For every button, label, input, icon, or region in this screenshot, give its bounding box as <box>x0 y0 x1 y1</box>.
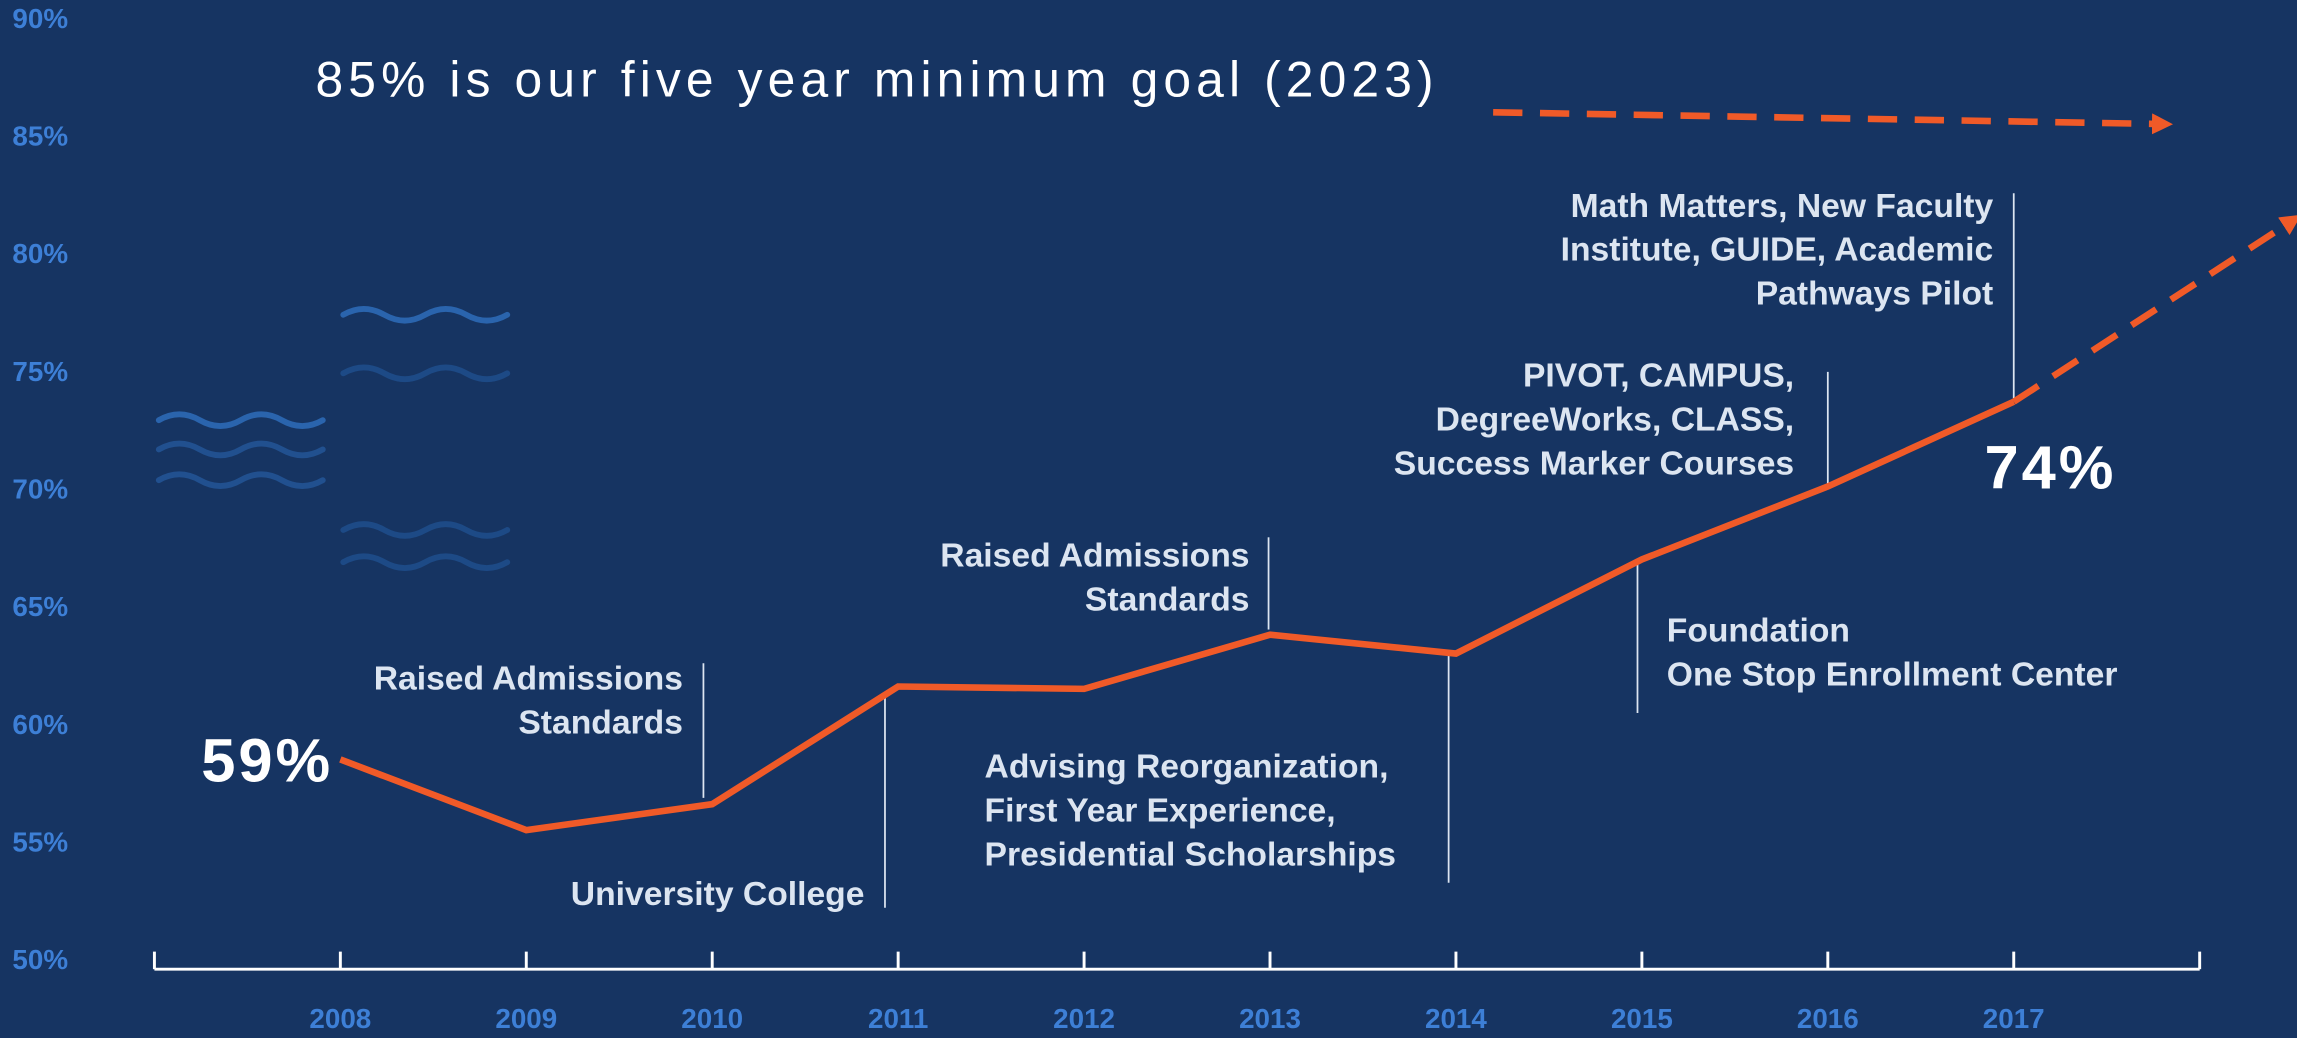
x-tick-label: 2011 <box>868 1003 928 1034</box>
dashed-line <box>2011 214 2297 405</box>
decoration-waves <box>155 305 511 571</box>
annotation-text: DegreeWorks, CLASS, <box>1436 402 1795 439</box>
dashed-line <box>1493 108 2174 135</box>
goal-title: 85% is our five year minimum goal (2023) <box>315 52 1438 108</box>
x-tick-label: 2009 <box>495 1003 557 1034</box>
value-label: 74% <box>1984 433 2116 502</box>
x-tick-label: 2008 <box>309 1003 371 1034</box>
annotation-text: Standards <box>518 705 683 742</box>
y-tick-label: 90% <box>12 3 68 34</box>
annotation-text: Foundation <box>1667 612 1850 649</box>
y-tick-label: 70% <box>12 474 68 505</box>
annotation-text: One Stop Enrollment Center <box>1667 656 2118 693</box>
data-line <box>339 398 2016 834</box>
annotation-text: Pathways Pilot <box>1756 276 1994 313</box>
value-label: 59% <box>201 727 333 796</box>
annotation-text: First Year Experience, <box>985 792 1336 829</box>
y-tick-label: 65% <box>12 591 68 622</box>
y-tick-label: 85% <box>12 121 68 152</box>
y-tick-label: 75% <box>12 356 68 387</box>
x-tick-label: 2015 <box>1611 1003 1673 1034</box>
annotation-text: University College <box>571 876 865 913</box>
x-tick-label: 2010 <box>681 1003 743 1034</box>
x-tick-label: 2013 <box>1239 1003 1301 1034</box>
annotation-text: PIVOT, CAMPUS, <box>1523 358 1794 395</box>
annotation-text: Institute, GUIDE, Academic <box>1561 232 1994 269</box>
x-tick-label: 2012 <box>1053 1003 1115 1034</box>
annotation-text: Success Marker Courses <box>1394 445 1794 482</box>
x-tick-label: 2016 <box>1797 1003 1859 1034</box>
x-tick-label: 2017 <box>1983 1003 2045 1034</box>
y-tick-label: 50% <box>12 944 68 975</box>
y-tick-label: 80% <box>12 238 68 269</box>
annotation-text: Advising Reorganization, <box>985 749 1389 786</box>
annotation-text: Raised Admissions <box>940 538 1249 575</box>
annotation-text: Presidential Scholarships <box>985 836 1397 873</box>
x-tick-label: 2014 <box>1425 1003 1487 1034</box>
y-tick-label: 60% <box>12 709 68 740</box>
annotation-text: Standards <box>1085 582 1250 619</box>
y-tick-label: 55% <box>12 827 68 858</box>
annotation-text: Math Matters, New Faculty <box>1571 188 1994 225</box>
annotation-text: Raised Admissions <box>374 661 683 698</box>
